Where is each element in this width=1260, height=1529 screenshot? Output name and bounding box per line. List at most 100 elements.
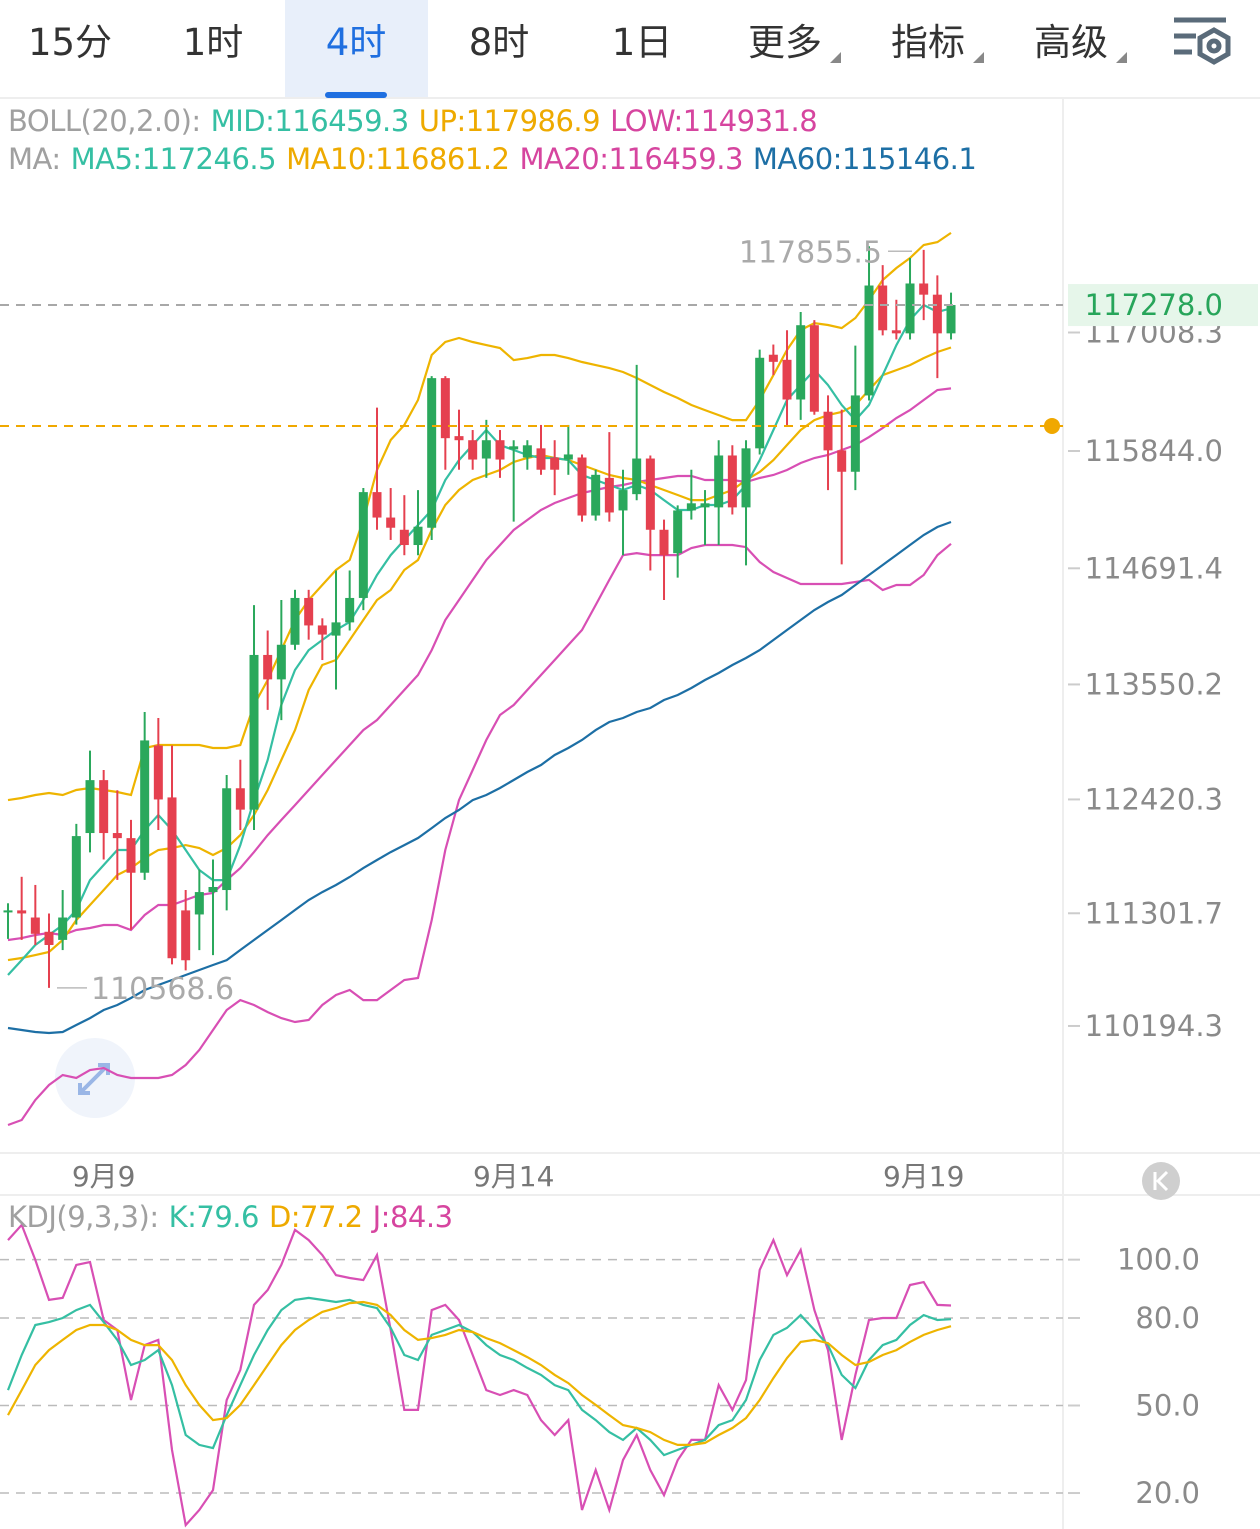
candle-body <box>946 305 956 334</box>
candle-body <box>208 886 218 893</box>
candle-body <box>345 597 355 623</box>
legend-item: LOW:114931.8 <box>610 104 818 138</box>
candle-body <box>618 490 628 511</box>
candle-body <box>427 378 437 528</box>
candle-body <box>686 503 696 511</box>
candle-body <box>837 450 847 472</box>
legend-item: MID:116459.3 <box>210 104 410 138</box>
series-line <box>7 1222 952 1528</box>
tab[interactable]: 1日 <box>612 21 673 64</box>
tab[interactable]: 15分 <box>28 21 112 64</box>
candle-body <box>468 440 478 460</box>
candle-body <box>153 745 163 800</box>
candle-body <box>741 448 751 508</box>
legend-row: MA: MA5:117246.5 MA10:116861.2 MA20:116459.… <box>8 142 986 176</box>
candle-body <box>577 457 587 516</box>
tab-selected-bg <box>285 0 428 97</box>
tab[interactable]: 4时 <box>326 21 387 64</box>
candle-body <box>112 833 122 839</box>
candle-body <box>481 440 491 459</box>
candle-body <box>591 474 601 516</box>
candle-body <box>905 283 915 334</box>
candle-body <box>809 325 819 412</box>
candle-body <box>700 503 710 508</box>
candle-body <box>659 529 669 556</box>
candle-body <box>167 797 177 959</box>
y-tick-label: 115844.0 <box>1085 434 1223 468</box>
tab[interactable]: 指标 <box>891 21 965 64</box>
candle-body <box>3 910 13 913</box>
candle-body <box>126 838 136 873</box>
candle-body <box>85 780 95 834</box>
settings-icon[interactable] <box>1174 17 1231 65</box>
series-line <box>7 387 952 942</box>
candle-body <box>249 654 259 810</box>
candle-body <box>850 395 860 472</box>
legend-item: MA10:116861.2 <box>286 142 510 176</box>
candle-body <box>536 448 546 470</box>
series-line <box>7 303 952 976</box>
candle-body <box>550 457 560 470</box>
legend-item: MA60:115146.1 <box>752 142 977 176</box>
series-line <box>7 346 952 962</box>
candle-body <box>290 597 300 645</box>
legend-item: MA20:116459.3 <box>519 142 744 176</box>
tab[interactable]: 1时 <box>183 21 244 64</box>
candle-body <box>304 597 314 626</box>
candle-body <box>386 517 396 528</box>
candle-body <box>71 836 81 918</box>
legend-item: MA5:117246.5 <box>70 142 277 176</box>
candle-body <box>768 354 778 362</box>
candle-body <box>331 622 341 636</box>
expand-icon[interactable] <box>55 1038 135 1118</box>
candle-body <box>99 780 109 834</box>
candle-body <box>372 492 382 518</box>
price-label-bg <box>1068 284 1258 327</box>
candle-body <box>864 285 874 396</box>
series-line <box>6 1296 952 1457</box>
tab[interactable]: 更多 <box>748 21 822 64</box>
series-line <box>7 542 952 1127</box>
legend-row: KDJ(9,3,3): K:79.6 D:77.2 J:84.3 <box>8 1200 463 1234</box>
candle-body <box>673 510 683 554</box>
tab[interactable]: 高级 <box>1034 21 1108 64</box>
dropdown-caret <box>830 52 841 63</box>
candle-body <box>563 454 573 460</box>
x-tick-label: 9月19 <box>883 1160 964 1193</box>
x-tick-label: 9月9 <box>72 1160 136 1193</box>
candle-body <box>413 526 423 546</box>
candle-body <box>727 455 737 508</box>
candle-body <box>358 492 368 598</box>
candle-body <box>399 529 409 546</box>
y-tick-label: 80.0 <box>1135 1301 1200 1335</box>
candle-body <box>58 917 68 940</box>
legend-item: J:84.3 <box>372 1200 453 1234</box>
extreme-label: 110568.6 <box>91 972 234 1007</box>
legend-item: D:77.2 <box>268 1200 363 1234</box>
candle-body <box>714 455 724 508</box>
candle-body <box>194 892 204 915</box>
candle-body <box>891 330 901 334</box>
candle-body <box>509 446 519 450</box>
series-line <box>7 520 952 1035</box>
candle-body <box>878 285 888 331</box>
y-tick-label: 111301.7 <box>1085 896 1223 930</box>
collapse-icon[interactable] <box>1142 1162 1180 1200</box>
extreme-label: 117855.5 <box>739 235 882 270</box>
candle-body <box>454 436 464 441</box>
tab[interactable]: 8时 <box>469 21 530 64</box>
legend-item: UP:117986.9 <box>418 104 601 138</box>
legend-item: MA: <box>8 142 61 176</box>
candle-body <box>235 788 245 810</box>
y-tick-label: 113550.2 <box>1085 667 1223 701</box>
dropdown-caret <box>1116 52 1127 63</box>
series-line <box>7 1300 952 1446</box>
candle-body <box>222 788 232 891</box>
candle-body <box>17 910 27 914</box>
candle-body <box>632 458 642 495</box>
candle-body <box>522 445 532 458</box>
candle-body <box>317 625 327 635</box>
candle-body <box>932 294 942 334</box>
candle-body <box>140 740 150 873</box>
